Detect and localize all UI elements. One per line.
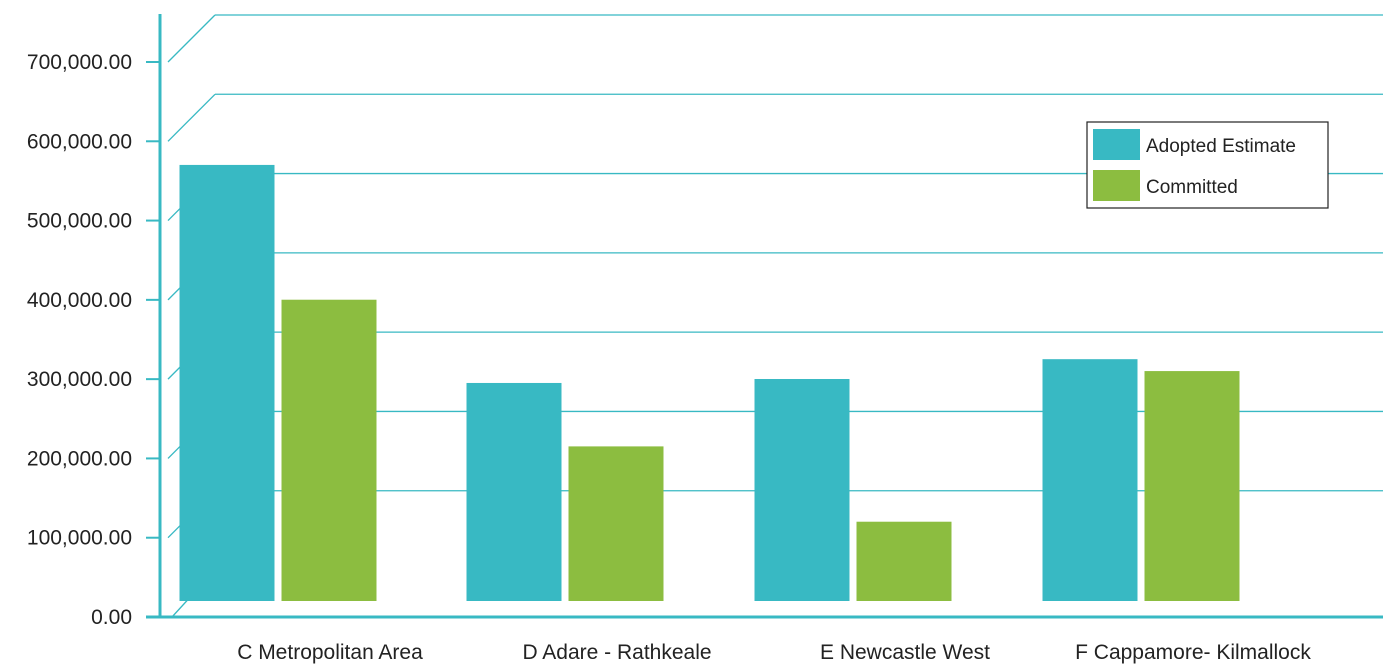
y-tick-label: 700,000.00 [27,51,132,74]
y-tick-label: 500,000.00 [27,210,132,233]
x-category-label: D Adare - Rathkeale [522,641,711,664]
legend-swatch-adopted-estimate [1093,129,1140,160]
bar-committed-2 [856,521,952,601]
bar-adopted-estimate-0 [179,164,275,601]
legend-swatch-committed [1093,170,1140,201]
y-tick-label: 100,000.00 [27,527,132,550]
bars [179,164,1240,601]
grid-diagonal [167,14,216,63]
y-axis-ticks: 0.00 100,000.00 200,000.00 300,000.00 400,00… [27,51,160,629]
y-tick-label: 400,000.00 [27,289,132,312]
y-tick-label: 600,000.00 [27,130,132,153]
grid-diagonal [167,93,216,142]
x-category-label: E Newcastle West [820,641,990,664]
bar-adopted-estimate-2 [754,379,850,601]
bar-committed-1 [568,446,664,601]
legend-label-committed: Committed [1146,177,1238,198]
x-category-label: F Cappamore- Kilmallock [1075,641,1311,664]
x-category-label: C Metropolitan Area [237,641,423,664]
y-tick-label: 200,000.00 [27,447,132,470]
bar-committed-3 [1144,371,1240,601]
y-tick-label: 300,000.00 [27,368,132,391]
bar-adopted-estimate-1 [466,382,562,601]
x-axis-category-labels: C Metropolitan Area D Adare - Rathkeale E … [237,641,1311,664]
bar-adopted-estimate-3 [1042,359,1138,601]
legend: Adopted Estimate Committed [1086,121,1329,209]
axes [146,14,1383,619]
legend-label-adopted-estimate: Adopted Estimate [1146,136,1296,157]
y-tick-label: 0.00 [91,606,132,629]
bar-committed-0 [281,299,377,601]
